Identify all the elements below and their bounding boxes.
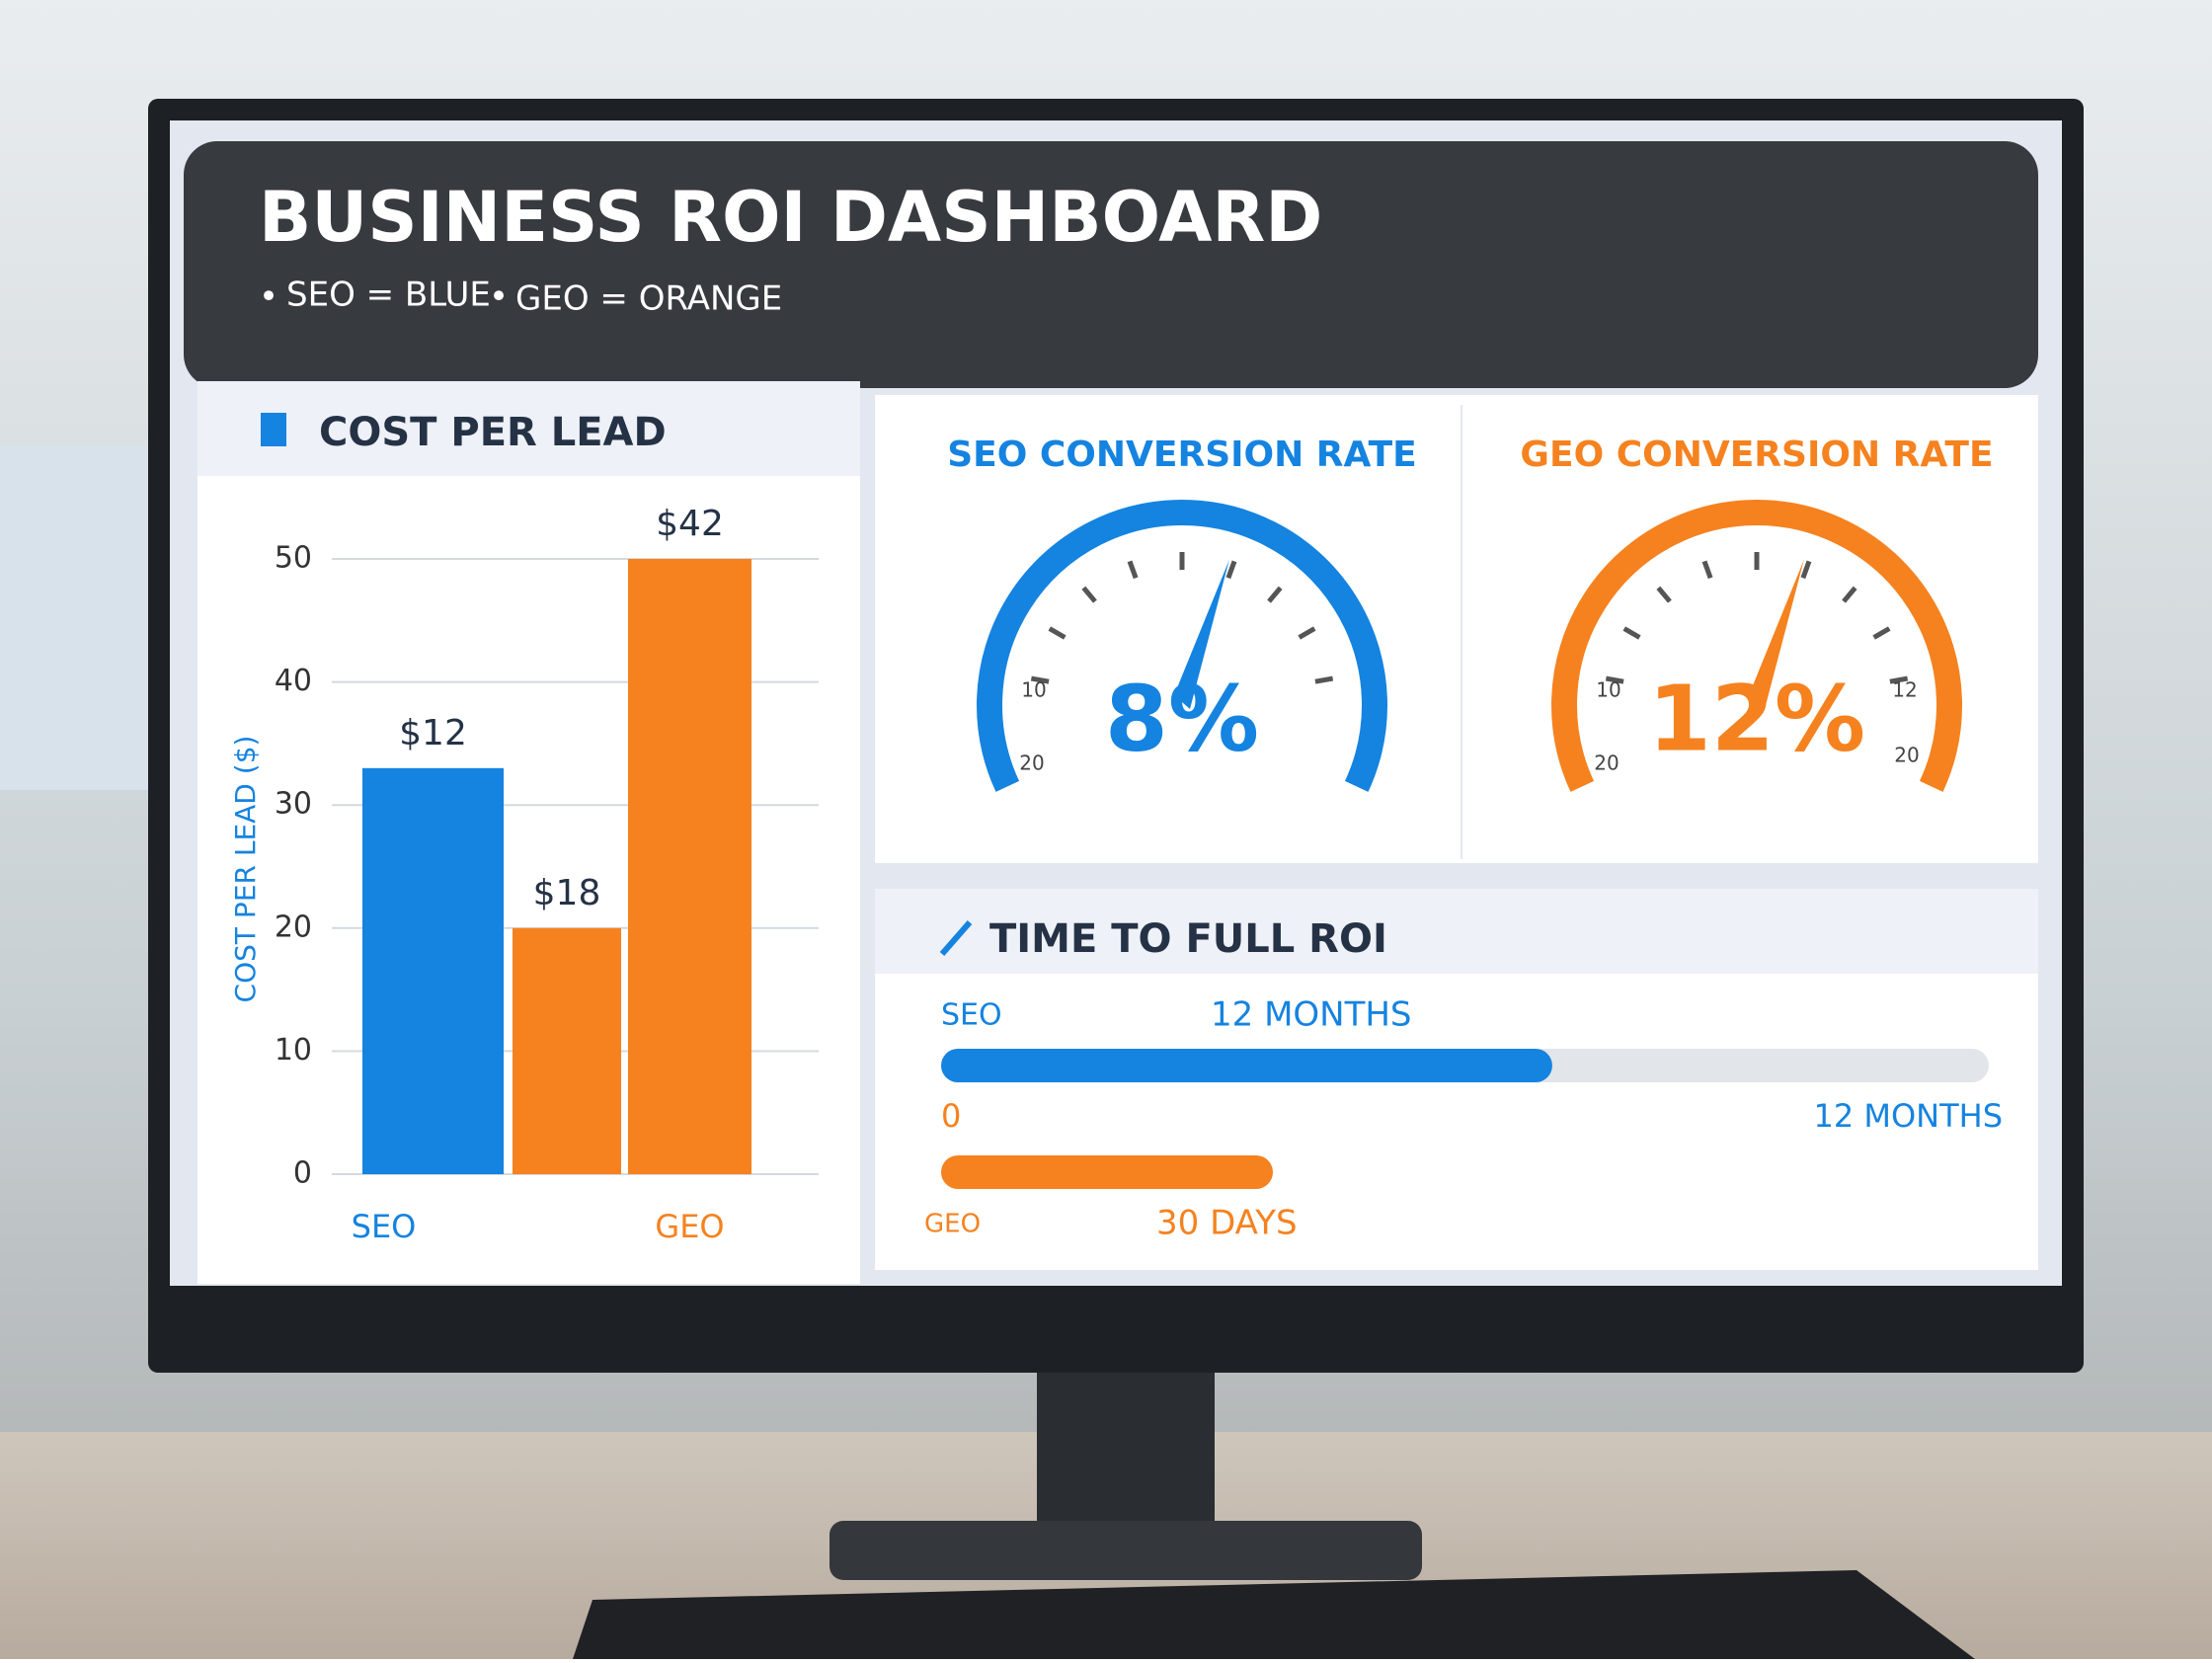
series-name: SEO [941,998,1002,1033]
gauge-needle [1174,559,1229,709]
gauge-scale-label: 10 [1596,678,1620,702]
y-tick-label: 30 [275,787,312,822]
header-bar [184,141,2038,388]
gauge-scale-label: 20 [1594,752,1619,775]
x-tick-label: 12 MONTHS [1813,1097,2003,1135]
chart-icon [261,413,286,446]
gauge-arc [1551,500,1962,792]
series-name: GEO [924,1210,981,1239]
y-tick-label: 20 [275,910,312,944]
ruler-icon [939,920,973,956]
gauge-tick [1656,586,1672,603]
monitor-base [830,1521,1422,1580]
y-tick-label: 10 [275,1033,312,1068]
keyboard [573,1570,1975,1659]
y-tick-label: 50 [275,541,312,576]
gauge-title: SEO CONVERSION RATE [947,435,1417,475]
gauge-tick [1225,560,1237,580]
gauge-tick [1872,626,1891,640]
roi-panel-header [875,889,2038,974]
gauge-tick [1314,675,1334,684]
x-tick-label: 0 [941,1097,961,1135]
gauge-arc [977,500,1387,792]
x-tick-label: SEO [352,1208,417,1245]
gauge-needle [1749,559,1804,709]
gauge-title: GEO CONVERSION RATE [1520,435,1993,475]
gauge-tick [1701,560,1713,580]
gauge-scale-label: 10 [1021,678,1046,702]
gauge-tick [1800,560,1812,580]
gauge-tick [1298,626,1316,640]
panel-title: TIME TO FULL ROI [989,916,1387,962]
legend-bullet: • [259,277,278,317]
gauge-tick [1605,675,1624,684]
series-annotation: 12 MONTHS [1211,995,1412,1035]
bar-annotation: $42 [656,504,724,544]
y-tick-label: 0 [293,1156,312,1191]
gauge-tick [1081,586,1097,603]
gauge-scale-label: 20 [1894,744,1919,767]
gauge-tick [1889,675,1909,684]
gauge-scale-label: 20 [1019,752,1044,775]
gauge-scale-label: 12 [1892,678,1917,702]
panel-title: COST PER LEAD [319,410,667,455]
legend-item: SEO = BLUE [286,276,491,315]
gauge-tick [1842,586,1857,603]
dashboard-title: BUSINESS ROI DASHBOARD [259,177,1322,258]
gauge-value: 8% [1105,666,1259,771]
y-axis-label: COST PER LEAD ($) [229,736,262,1003]
bar [513,927,621,1174]
bar [628,559,751,1174]
legend-item: GEO = ORANGE [515,279,782,319]
x-tick-label: GEO [655,1208,724,1245]
gauge-tick [1127,560,1139,580]
gauge-value: 12% [1648,666,1865,771]
bar-annotation: $12 [399,713,467,753]
progress-bar [941,1049,1552,1082]
progress-bar [941,1155,1273,1189]
cost-panel-header [198,381,860,476]
legend-bullet: • [489,277,509,317]
gauge-panel [875,395,2038,863]
bar-annotation: $18 [533,873,601,913]
gauge-tick [1622,626,1641,640]
gauge-tick [1048,626,1066,640]
bar [362,767,504,1174]
gauge-tick [1030,675,1050,684]
background-window [0,444,148,790]
y-tick-label: 40 [275,664,312,698]
series-annotation: 30 DAYS [1156,1204,1298,1243]
gauge-tick [1267,586,1283,603]
